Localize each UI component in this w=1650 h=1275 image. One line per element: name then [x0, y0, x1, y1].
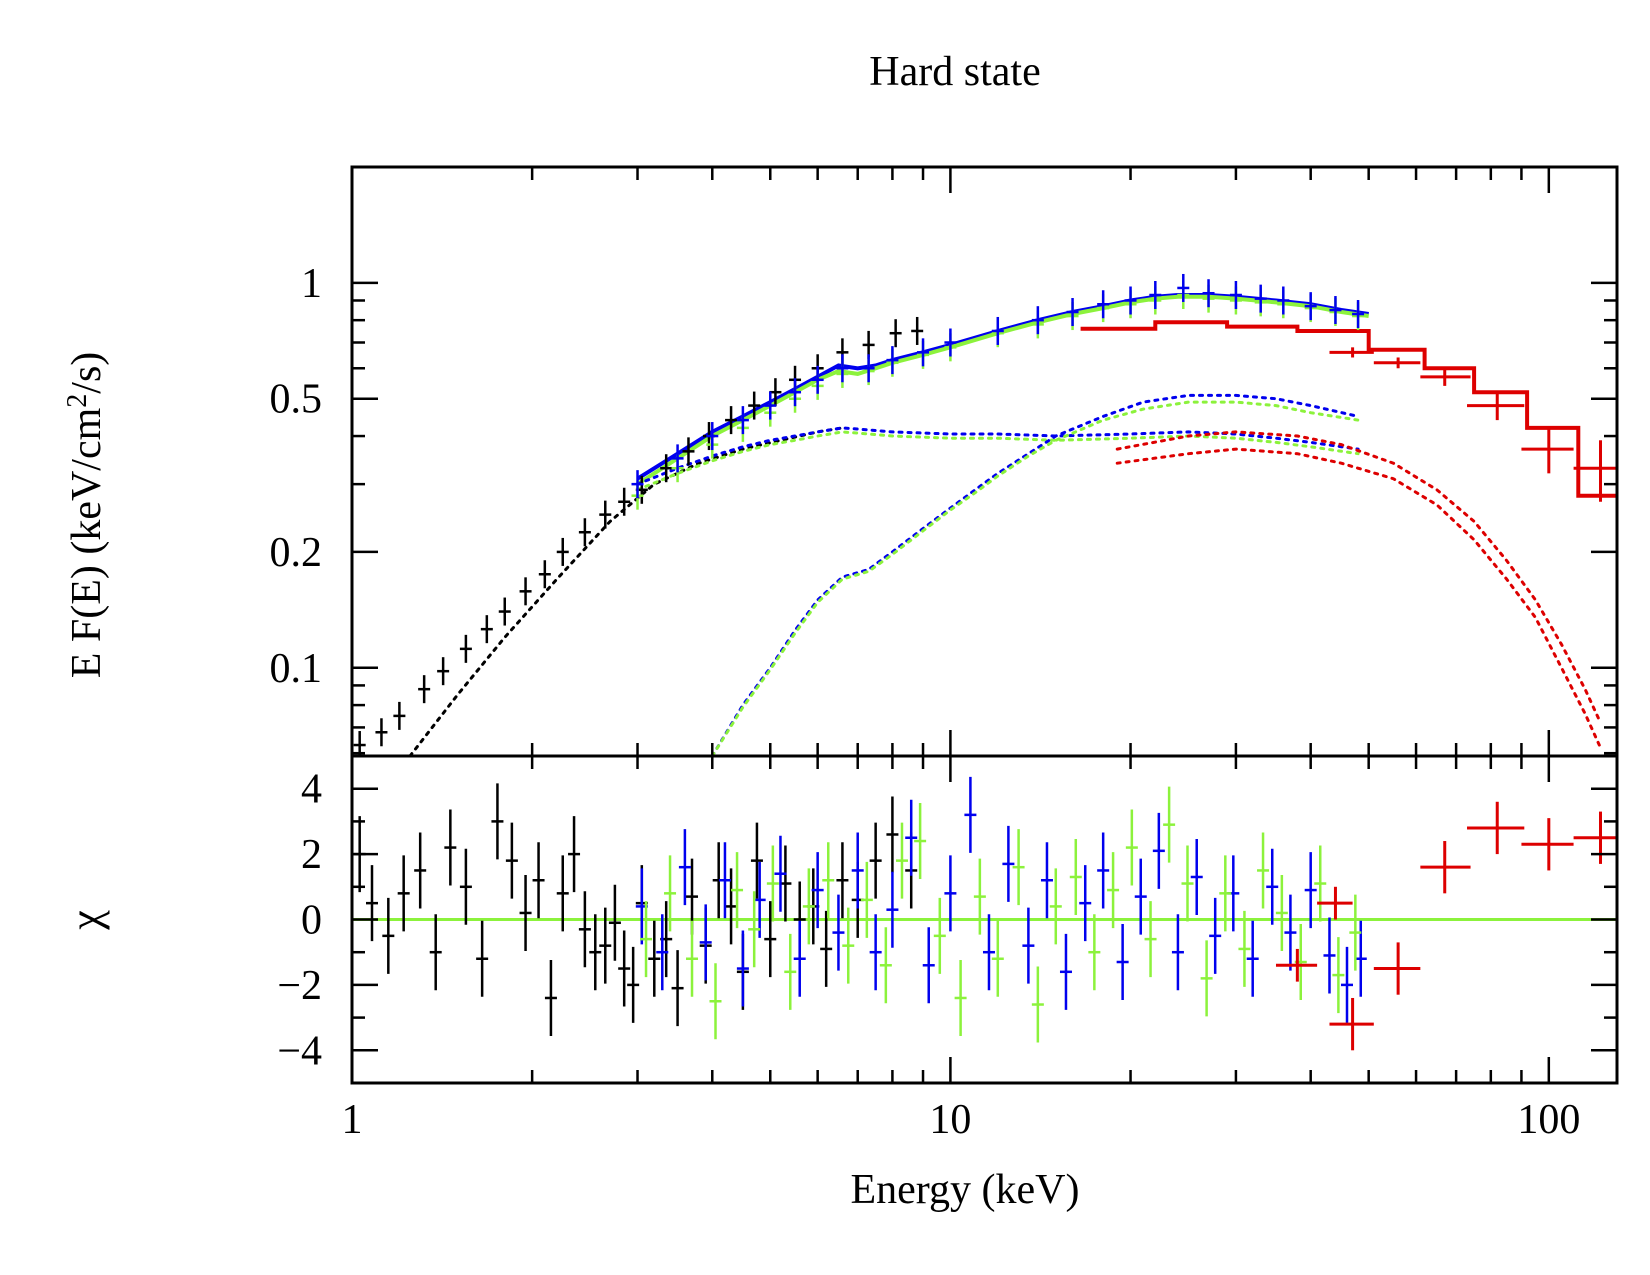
- y-tick-label-spectrum-1: 0.2: [270, 530, 323, 576]
- model-line-4: [636, 426, 1360, 486]
- y-tick-label-residual-0: 4: [301, 767, 322, 813]
- model-line-6: [710, 393, 1360, 756]
- residual-panel-frame: [350, 754, 1619, 1085]
- y-tick-label-residual-1: 2: [301, 832, 322, 878]
- residual-plot-area: [352, 776, 1617, 1051]
- model-line-2: [1080, 320, 1617, 498]
- model-line-7: [710, 400, 1360, 756]
- x-tick-label-0: 1: [342, 1097, 363, 1143]
- y-tick-label-residual-4: −4: [277, 1028, 322, 1074]
- y-tick-label-spectrum-3: 1: [301, 261, 322, 307]
- spectrum-plot-area: [353, 273, 1617, 756]
- y-tick-label-spectrum-0: 0.1: [270, 646, 323, 692]
- y-tick-label-residual-2: 0: [301, 898, 322, 944]
- x-axis-label: Energy (keV): [851, 1167, 1080, 1213]
- y-tick-label-spectrum-2: 0.5: [270, 377, 323, 423]
- y-axis-label-spectrum: E F(E) (keV/cm2/s): [62, 352, 110, 679]
- y-tick-label-residual-3: −2: [277, 963, 322, 1009]
- model-line-3: [408, 426, 844, 756]
- model-line-8: [1115, 430, 1602, 725]
- axes: 1 10 100 0.1 0.2 0.5 1 4 2 0 −2 −4: [270, 165, 1617, 1143]
- spectrum-panel-frame: [350, 165, 1619, 758]
- model-line-5: [636, 430, 1360, 492]
- model-line-9: [1115, 447, 1602, 750]
- y-axis-label-residual: χ: [61, 910, 110, 931]
- chart-title: Hard state: [869, 49, 1040, 95]
- x-tick-label-1: 10: [929, 1097, 971, 1143]
- x-tick-label-2: 100: [1517, 1097, 1580, 1143]
